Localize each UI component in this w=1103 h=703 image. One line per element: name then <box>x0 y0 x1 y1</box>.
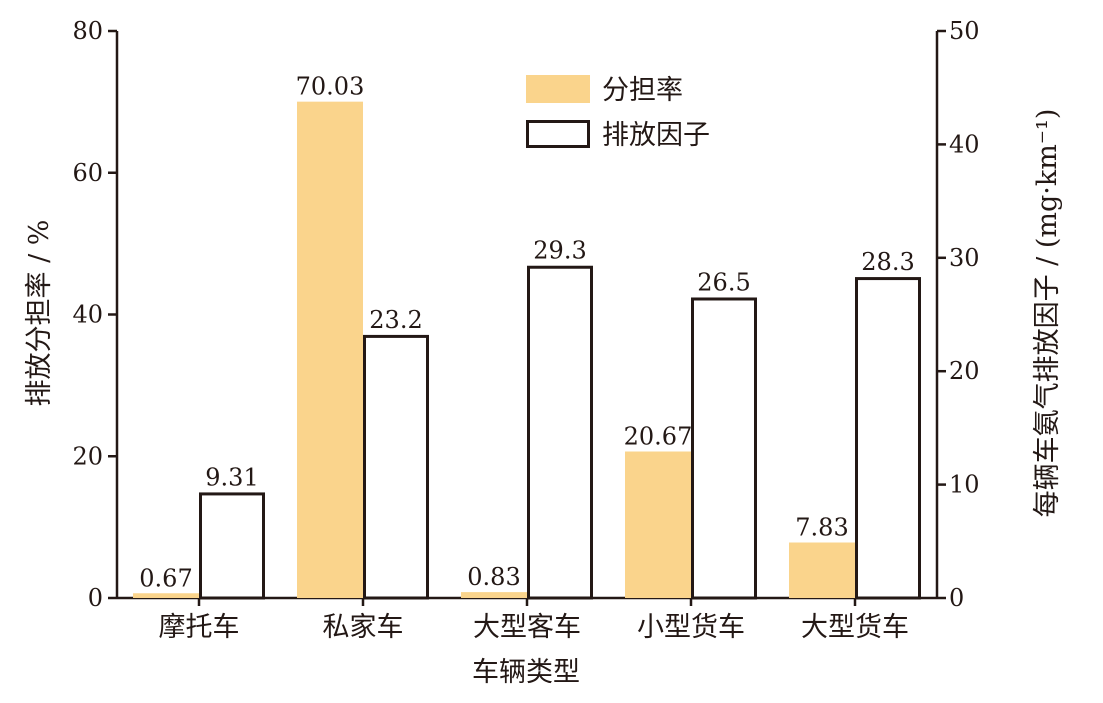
x-tick-label: 大型货车 <box>801 612 909 643</box>
data-label: 70.03 <box>296 73 365 101</box>
data-label: 26.5 <box>697 268 750 296</box>
data-label: 9.31 <box>205 463 258 491</box>
bar-emission-factor <box>691 297 757 600</box>
legend-label: 分担率 <box>602 75 683 106</box>
data-label: 29.3 <box>533 237 586 265</box>
data-label: 20.67 <box>624 423 693 451</box>
right-y-tick-label: 30 <box>949 244 980 272</box>
left-y-axis-title: 排放分担率 / % <box>24 220 55 407</box>
x-tick-label: 摩托车 <box>159 612 240 643</box>
left-y-tick-label: 80 <box>72 17 103 45</box>
bar-share <box>133 593 199 598</box>
bar-emission-factor <box>363 334 429 600</box>
legend-swatch-share <box>526 75 590 103</box>
data-label: 23.2 <box>369 306 422 334</box>
bar-share <box>461 592 527 598</box>
bar-share <box>789 542 855 598</box>
data-label: 0.83 <box>467 563 520 591</box>
x-tick-label: 小型货车 <box>637 612 745 643</box>
left-y-tick-label: 40 <box>72 301 103 329</box>
right-y-tick-label: 0 <box>949 584 964 612</box>
legend-label: 排放因子 <box>602 120 710 151</box>
right-y-tick-label: 40 <box>949 130 980 158</box>
x-tick-label: 大型客车 <box>473 612 581 643</box>
right-y-axis-title: 每辆车氨气排放因子 / (mg·km⁻¹) <box>1032 109 1063 518</box>
data-labels: 0.67 70.03 0.83 20.67 7.83 9.31 23.2 29.3 26.5 28… <box>139 73 914 593</box>
left-y-tick-label: 0 <box>88 584 103 612</box>
right-y-tick-label: 50 <box>949 17 980 45</box>
right-y-tick-label: 10 <box>949 471 980 499</box>
axes: 0 20 40 60 80 0 10 20 30 40 50 摩托车 私家车 大型客车 小型货车 大型货车 <box>72 17 979 643</box>
x-axis-title: 车辆类型 <box>472 657 580 688</box>
data-label: 28.3 <box>861 248 914 276</box>
bar-emission-factor <box>199 492 265 600</box>
x-tick-label: 私家车 <box>323 612 404 643</box>
data-label: 7.83 <box>795 514 848 542</box>
data-label: 0.67 <box>139 564 192 592</box>
bar-share <box>625 451 691 598</box>
bar-share <box>297 101 363 598</box>
left-y-tick-label: 60 <box>72 159 103 187</box>
legend-swatch-emission-factor <box>526 120 590 148</box>
bars <box>133 101 921 600</box>
left-y-tick-label: 20 <box>72 442 103 470</box>
right-y-tick-label: 20 <box>949 357 980 385</box>
bar-emission-factor <box>855 277 921 600</box>
bar-emission-factor <box>527 265 593 600</box>
